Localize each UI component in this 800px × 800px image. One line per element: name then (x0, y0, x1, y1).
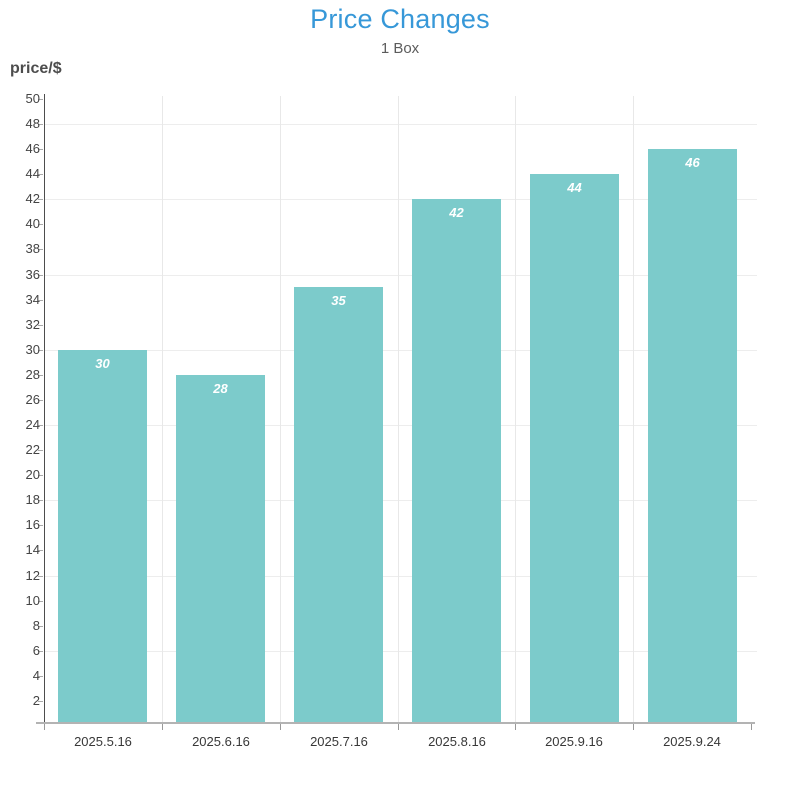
chart-subtitle: 1 Box (380, 40, 420, 57)
y-axis-tick (38, 400, 43, 401)
y-axis-tick (38, 124, 43, 125)
x-category-label: 2025.8.16 (428, 734, 486, 749)
bar-value-label: 44 (567, 180, 582, 195)
bar[interactable]: 28 (176, 375, 265, 722)
v-gridline (398, 96, 399, 722)
x-axis-tick (751, 724, 752, 730)
y-tick-label: 44 (25, 166, 40, 181)
x-category-label: 2025.6.16 (192, 734, 250, 749)
bar-value-label: 30 (95, 356, 110, 371)
h-gridline (45, 350, 757, 351)
y-axis-tick (38, 475, 43, 476)
y-tick-label: 24 (25, 417, 40, 432)
y-axis-tick (38, 425, 43, 426)
h-gridline (45, 124, 757, 125)
y-tick-label: 8 (32, 618, 40, 633)
y-tick-label: 6 (32, 643, 40, 658)
y-tick-label: 10 (25, 593, 40, 608)
x-category-label: 2025.9.24 (663, 734, 721, 749)
h-gridline (45, 576, 757, 577)
x-axis-tick (398, 724, 399, 730)
h-gridline (45, 500, 757, 501)
x-axis-tick (162, 724, 163, 730)
y-axis-tick (38, 199, 43, 200)
y-tick-label: 40 (25, 216, 40, 231)
bar-value-label: 35 (331, 293, 346, 308)
y-tick-label: 14 (25, 542, 40, 557)
y-axis-tick (38, 701, 43, 702)
y-tick-label: 16 (25, 517, 40, 532)
y-tick-label: 18 (25, 492, 40, 507)
bar-value-label: 46 (685, 155, 700, 170)
y-tick-label: 42 (25, 191, 40, 206)
y-tick-label: 48 (25, 116, 40, 131)
y-axis-tick (38, 500, 43, 501)
y-axis-tick (38, 550, 43, 551)
y-tick-label: 22 (25, 442, 40, 457)
y-tick-label: 38 (25, 241, 40, 256)
y-axis-tick (38, 249, 43, 250)
v-gridline (280, 96, 281, 722)
y-tick-label: 12 (25, 568, 40, 583)
bar[interactable]: 42 (412, 199, 501, 722)
y-tick-label: 30 (25, 342, 40, 357)
x-axis-line (36, 722, 755, 724)
y-tick-label: 28 (25, 367, 40, 382)
y-axis-tick (38, 525, 43, 526)
y-tick-label: 46 (25, 141, 40, 156)
h-gridline (45, 425, 757, 426)
y-axis-tick (38, 576, 43, 577)
v-gridline (515, 96, 516, 722)
h-gridline (45, 199, 757, 200)
y-axis-tick (38, 174, 43, 175)
x-category-label: 2025.7.16 (310, 734, 368, 749)
y-tick-label: 32 (25, 317, 40, 332)
chart-title: Price Changes (310, 4, 490, 34)
x-axis-tick (280, 724, 281, 730)
bar[interactable]: 35 (294, 287, 383, 722)
y-tick-label: 26 (25, 392, 40, 407)
x-category-label: 2025.5.16 (74, 734, 132, 749)
y-axis-tick (38, 450, 43, 451)
y-axis-tick (38, 626, 43, 627)
x-axis-tick (633, 724, 634, 730)
y-axis-tick (38, 350, 43, 351)
y-axis-tick (38, 676, 43, 677)
y-axis-tick (38, 300, 43, 301)
y-axis-title: price/$ (10, 60, 62, 77)
y-tick-label: 20 (25, 467, 40, 482)
y-tick-label: 36 (25, 267, 40, 282)
h-gridline (45, 651, 757, 652)
y-axis-tick (38, 149, 43, 150)
bar[interactable]: 46 (648, 149, 737, 722)
h-gridline (45, 275, 757, 276)
y-tick-label: 4 (32, 668, 40, 683)
bar-value-label: 28 (213, 381, 228, 396)
y-axis-tick (38, 651, 43, 652)
bar[interactable]: 30 (58, 350, 147, 722)
y-axis-tick (38, 375, 43, 376)
y-tick-label: 50 (25, 91, 40, 106)
y-tick-label: 2 (32, 693, 40, 708)
bar[interactable]: 44 (530, 174, 619, 722)
y-axis-tick (38, 275, 43, 276)
v-gridline (633, 96, 634, 722)
y-tick-label: 34 (25, 292, 40, 307)
y-axis-tick (38, 99, 43, 100)
y-axis-tick (38, 601, 43, 602)
y-axis-line (44, 94, 45, 730)
bar-value-label: 42 (449, 205, 464, 220)
v-gridline (162, 96, 163, 722)
y-axis-tick (38, 224, 43, 225)
x-category-label: 2025.9.16 (545, 734, 603, 749)
x-axis-tick (515, 724, 516, 730)
y-axis-tick (38, 325, 43, 326)
x-axis-tick (44, 724, 45, 730)
